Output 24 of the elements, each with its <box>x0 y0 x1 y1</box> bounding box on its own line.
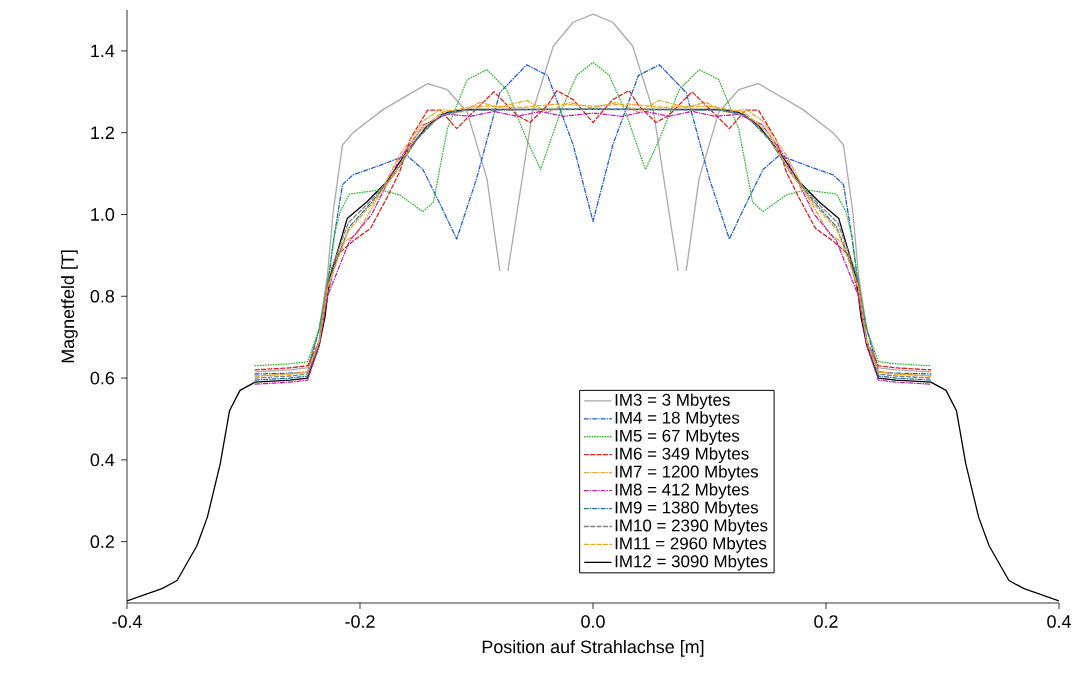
legend-label: IM8 = 412 Mbytes <box>615 483 749 499</box>
legend-label: IM7 = 1200 Mbytes <box>615 465 759 481</box>
legend-label: IM6 = 349 Mbytes <box>615 447 749 463</box>
y-tick-label: 0.8 <box>90 289 115 303</box>
y-tick-label: 0.2 <box>90 535 114 548</box>
y-tick-label: 1.4 <box>91 44 115 58</box>
x-tick-label: -0.2 <box>345 615 375 628</box>
legend-label: IM9 = 1380 Mbytes <box>615 501 759 517</box>
y-tick-label: 1.0 <box>91 208 115 221</box>
legend-label: IM5 = 67 Mbytes <box>615 429 740 446</box>
legend-label: IM4 = 18 Mbytes <box>615 411 740 428</box>
y-axis-title: Magnetfeld [T] <box>61 250 78 363</box>
x-tick-label: 0.0 <box>581 615 605 628</box>
legend-label: IM10 = 2390 Mbytes <box>615 519 768 535</box>
x-tick-label: -0.4 <box>112 615 142 628</box>
y-tick-label: 0.6 <box>90 371 115 385</box>
y-tick-label: 1.2 <box>91 126 114 139</box>
y-tick-label: 0.4 <box>90 453 115 467</box>
legend-label: IM12 = 3090 Mbytes <box>615 554 768 571</box>
x-tick-label: 0.2 <box>814 615 838 628</box>
legend-label: IM11 = 2960 Mbytes <box>615 536 767 553</box>
x-axis-title: Position auf Strahlachse [m] <box>482 640 704 657</box>
x-tick-label: 0.4 <box>1047 615 1071 628</box>
legend-label: IM3 = 3 Mbytes <box>615 393 730 410</box>
